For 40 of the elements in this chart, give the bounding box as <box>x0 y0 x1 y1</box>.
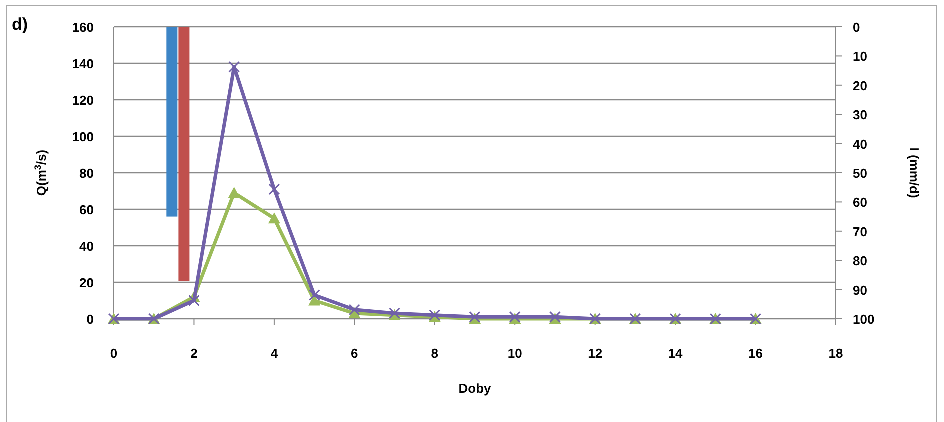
y2-axis-title: I (mm/d) <box>907 148 922 198</box>
x-axis-title: Doby <box>458 381 492 396</box>
x-tick-label: 2 <box>190 346 198 361</box>
point <box>308 290 320 302</box>
point <box>228 61 240 73</box>
x-tick-label: 4 <box>270 346 279 361</box>
y2-tick-label: 90 <box>853 282 868 298</box>
y-tick-label: 60 <box>80 202 94 218</box>
x-tick-label: 0 <box>110 346 118 361</box>
x-tick-label: 14 <box>668 346 684 361</box>
chart-title: d) <box>12 15 28 34</box>
y2-tick-label: 50 <box>853 166 868 181</box>
y-tick-label: 20 <box>80 276 94 290</box>
y2-tick-label: 100 <box>853 312 875 327</box>
point <box>268 212 280 224</box>
x-tick-label: 18 <box>828 346 844 361</box>
x-tick-label: 10 <box>508 346 522 361</box>
y-tick-label: 80 <box>80 166 94 181</box>
x-tick-label: 12 <box>588 346 603 361</box>
y2-tick-label: 20 <box>853 78 868 94</box>
y2-tick-label: 40 <box>853 136 868 152</box>
point <box>348 304 360 316</box>
y-tick-label: 100 <box>72 130 94 144</box>
x-tick-label: 6 <box>351 346 358 361</box>
y2-tick-label: 30 <box>853 108 868 123</box>
x-tick-label: 16 <box>748 346 764 361</box>
y2-tick-label: 70 <box>853 224 868 240</box>
y-tick-label: 140 <box>72 56 94 72</box>
point <box>268 184 280 196</box>
x-tick-label: 8 <box>431 346 439 361</box>
y-tick-label: 40 <box>80 239 94 254</box>
y2-tick-label: 10 <box>853 49 868 64</box>
point <box>188 295 200 306</box>
y-tick-label: 160 <box>72 20 94 35</box>
y-tick-label: 120 <box>72 93 94 108</box>
y-tick-label: 0 <box>86 312 94 327</box>
y2-tick-label: 60 <box>853 195 868 210</box>
y2-tick-label: 80 <box>853 254 868 269</box>
y2-tick-label: 0 <box>853 20 860 35</box>
point <box>228 187 240 198</box>
